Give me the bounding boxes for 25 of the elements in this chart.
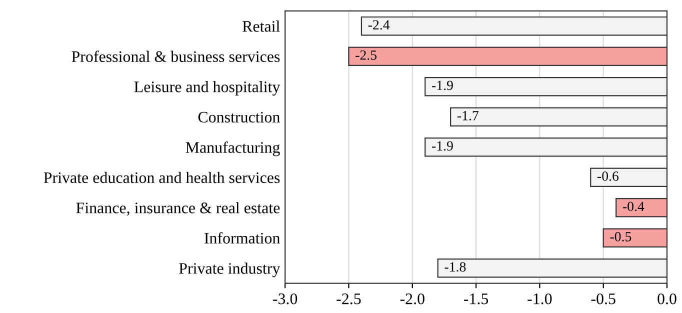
- y-tick-label: Finance, insurance & real estate: [76, 202, 280, 216]
- x-tick-label: 0.0: [658, 293, 676, 304]
- data-label: -2.5: [356, 50, 377, 60]
- x-tick-label: -1.5: [464, 294, 488, 304]
- data-label: -0.5: [610, 232, 632, 242]
- data-label: -2.4: [368, 20, 390, 30]
- data-label: -1.7: [457, 111, 479, 120]
- y-tick-label: Construction: [198, 112, 280, 123]
- y-tick-label: Private industry: [179, 262, 280, 278]
- y-tick-label: Leisure and hospitality: [134, 81, 280, 96]
- data-label: -1.8: [444, 262, 466, 272]
- data-label: -1.9: [432, 80, 453, 90]
- x-tick-label: -3.0: [273, 293, 298, 304]
- y-tick-label: Manufacturing: [186, 141, 280, 156]
- y-tick-label: Information: [204, 232, 280, 244]
- y-tick-label: Professional & business services: [72, 50, 280, 62]
- y-tick-label: Retail: [242, 20, 280, 32]
- data-label: -0.6: [597, 171, 619, 181]
- x-tick-label: -2.5: [336, 293, 361, 304]
- x-tick-label: -2.0: [400, 293, 424, 304]
- x-tick-label: -1.0: [528, 293, 552, 304]
- data-label: -1.9: [432, 141, 453, 151]
- data-label: -0.4: [622, 202, 644, 212]
- x-tick-label: -0.5: [591, 293, 616, 304]
- y-tick-label: Private education and health services: [44, 172, 280, 184]
